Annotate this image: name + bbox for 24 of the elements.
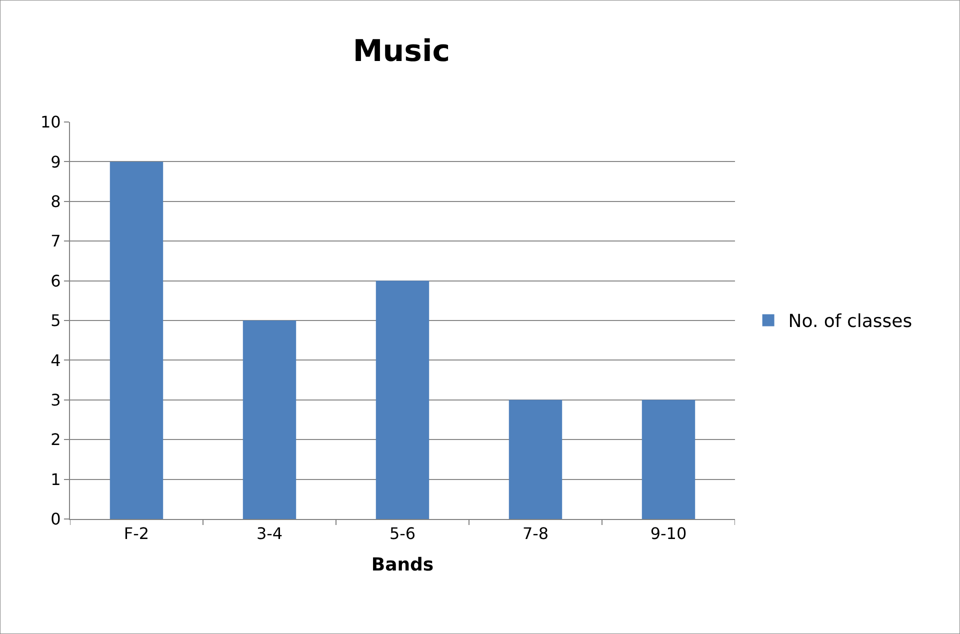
bar: [642, 400, 696, 519]
y-tick-label: 0: [50, 510, 61, 529]
y-tick-label: 9: [50, 152, 61, 172]
y-tick-label: 7: [50, 232, 61, 251]
y-tick-label: 3: [50, 390, 61, 410]
x-axis-title: Bands: [371, 554, 434, 576]
y-tick-label: 5: [50, 311, 61, 330]
y-tick-label: 8: [50, 192, 61, 211]
bar: [376, 280, 430, 519]
y-tick-label: 1: [50, 470, 61, 489]
y-tick-label: 6: [50, 271, 61, 290]
bar: [242, 320, 296, 519]
x-tick-label: 9-10: [650, 524, 687, 544]
x-tick-label: 5-6: [389, 524, 416, 544]
x-tick-label: 7-8: [522, 524, 549, 544]
x-tick-label: 3-4: [256, 524, 283, 544]
y-tick-label: 2: [50, 430, 61, 450]
bar: [508, 400, 562, 519]
x-tick-label: F-2: [124, 524, 150, 544]
bar: [110, 162, 164, 519]
legend-label: No. of classes: [788, 311, 912, 332]
chart-title: Music: [352, 34, 450, 69]
y-tick-label: 4: [50, 350, 61, 370]
y-tick-label: 10: [40, 112, 61, 132]
